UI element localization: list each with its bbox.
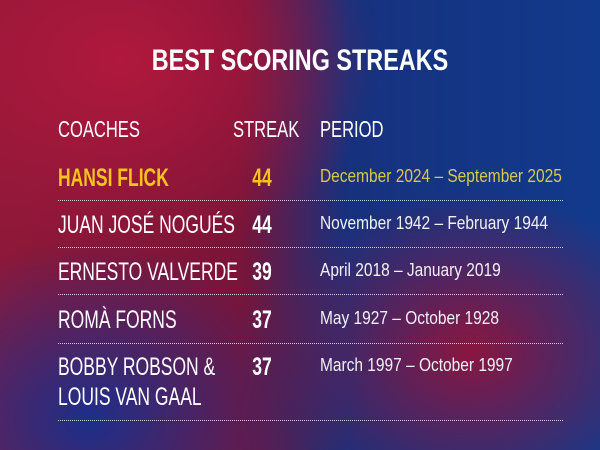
streak-value: 44 <box>252 211 272 239</box>
period-text: March 1997 – October 1997 <box>320 355 513 375</box>
header-coaches: COACHES <box>58 116 140 142</box>
streak-value: 44 <box>252 164 272 192</box>
row-divider <box>58 420 563 421</box>
coach-name: HANSI FLICK <box>58 164 169 192</box>
period-text: November 1942 – February 1944 <box>320 213 549 233</box>
row-divider <box>58 294 563 295</box>
coach-name: JUAN JOSÉ NOGUÉS <box>58 211 235 239</box>
period-text: April 2018 – January 2019 <box>320 260 501 280</box>
streak-value: 37 <box>252 306 272 334</box>
row-divider <box>58 247 563 248</box>
header-streak: STREAK <box>233 116 300 142</box>
page-title: BEST SCORING STREAKS <box>151 44 449 77</box>
period-text: May 1927 – October 1928 <box>320 308 500 328</box>
coach-name-line1: BOBBY ROBSON & <box>58 353 216 381</box>
streak-value: 39 <box>252 258 272 286</box>
row-divider <box>58 200 563 201</box>
period-text: December 2024 – September 2025 <box>320 166 562 186</box>
header-period: PERIOD <box>320 116 384 142</box>
coach-name-line2: LOUIS VAN GAAL <box>58 383 202 411</box>
coach-name: ROMÀ FORNS <box>58 306 177 334</box>
row-divider <box>58 343 563 344</box>
coach-name: ERNESTO VALVERDE <box>58 258 238 286</box>
streak-value: 37 <box>252 353 272 381</box>
